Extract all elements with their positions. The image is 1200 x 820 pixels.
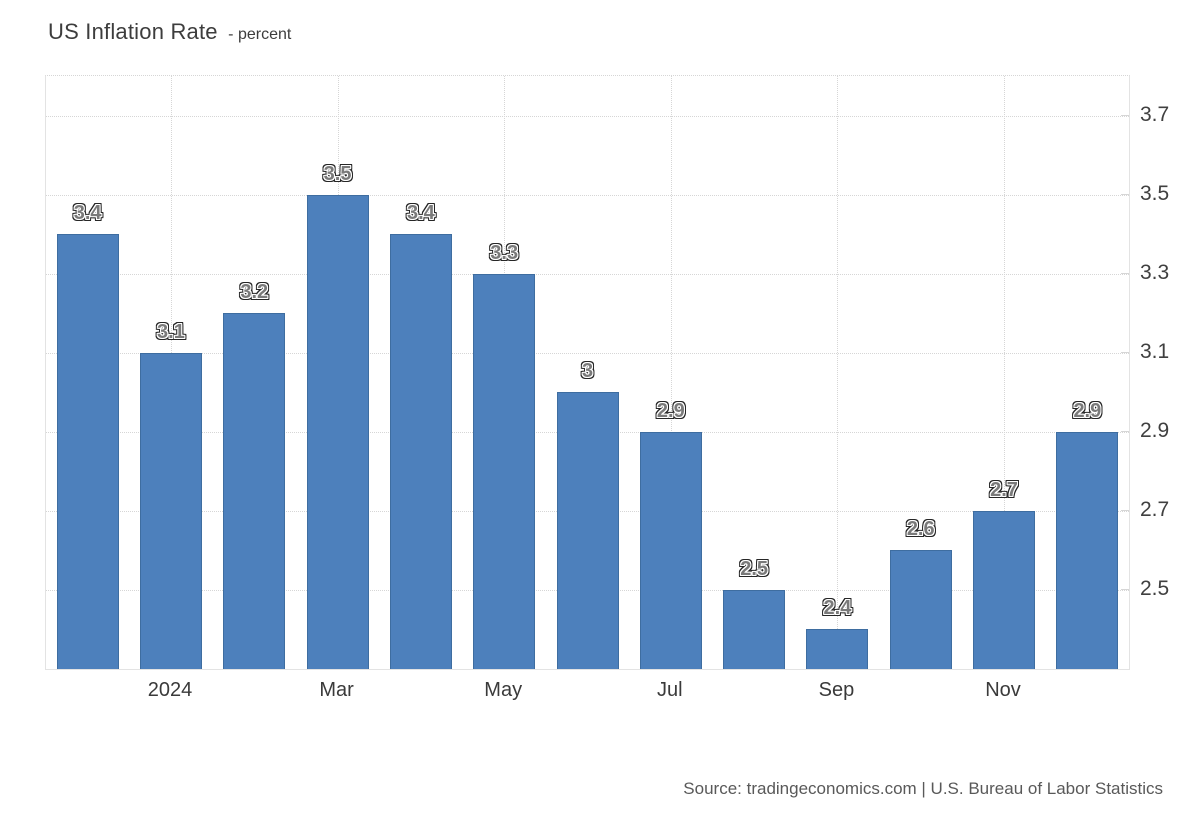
bar[interactable] xyxy=(639,431,702,669)
bar-value-label: 3.4 xyxy=(406,202,435,225)
x-axis-label: Jul xyxy=(657,679,683,701)
plot-area: 3.4 3.1 3.2 3.5 3.4 3.3 3 2.9 2.5 2.4 2.6 2.7 2.9 xyxy=(45,75,1130,670)
bar-value-label: 3.3 xyxy=(490,241,519,264)
y-axis-tick xyxy=(1121,351,1129,353)
y-axis-label: 3.5 xyxy=(1140,181,1170,205)
bar[interactable] xyxy=(723,589,786,669)
bar-value-label: 2.7 xyxy=(990,478,1018,501)
y-axis-tick xyxy=(1121,114,1129,116)
x-axis-label: May xyxy=(484,679,523,701)
y-gridline xyxy=(46,352,1129,354)
x-axis-label: Nov xyxy=(985,679,1021,701)
y-axis-tick xyxy=(1121,430,1129,432)
bar[interactable] xyxy=(389,234,452,669)
y-axis-label: 2.9 xyxy=(1140,418,1170,442)
y-axis-tick xyxy=(1121,193,1129,195)
y-axis-label: 3.3 xyxy=(1140,260,1170,284)
x-axis-label: Mar xyxy=(319,679,354,701)
bar-value-label: 2.6 xyxy=(906,518,935,541)
bar-value-label: 3.1 xyxy=(157,320,185,343)
bar[interactable] xyxy=(1056,431,1119,669)
bar-value-label: 3.5 xyxy=(323,162,352,185)
bar[interactable] xyxy=(889,550,952,669)
chart-title: US Inflation Rate xyxy=(48,19,218,44)
y-axis-tick xyxy=(1121,588,1129,590)
chart-header: US Inflation Rate - percent xyxy=(48,19,291,45)
bar[interactable] xyxy=(806,629,869,669)
x-axis-label: Sep xyxy=(818,679,855,701)
y-axis-tick xyxy=(1121,509,1129,511)
y-axis-label: 3.1 xyxy=(1140,339,1170,363)
x-gridline xyxy=(670,76,672,669)
bar[interactable] xyxy=(973,510,1036,669)
chart-unit-suffix: - percent xyxy=(228,26,292,43)
x-gridline xyxy=(1004,76,1006,669)
bar[interactable] xyxy=(56,234,119,669)
y-gridline xyxy=(46,194,1129,196)
y-axis-tick xyxy=(1121,272,1129,274)
bar-value-label: 2.9 xyxy=(1073,399,1102,422)
bar-value-label: 3 xyxy=(581,360,594,383)
bar[interactable] xyxy=(139,352,202,669)
bar[interactable] xyxy=(306,194,369,669)
source-attribution: Source: tradingeconomics.com | U.S. Bure… xyxy=(683,779,1163,798)
y-gridline xyxy=(46,115,1129,117)
y-gridline xyxy=(46,273,1129,275)
y-axis-label: 2.7 xyxy=(1140,497,1170,521)
bar[interactable] xyxy=(223,313,286,669)
bar-value-label: 3.2 xyxy=(240,281,269,304)
bar[interactable] xyxy=(473,273,536,669)
bar-value-label: 2.5 xyxy=(740,557,769,580)
y-axis-label: 2.5 xyxy=(1140,576,1170,600)
bar-value-label: 3.4 xyxy=(73,202,102,225)
bar-value-label: 2.9 xyxy=(656,399,685,422)
bar-value-label: 2.4 xyxy=(823,597,852,620)
y-axis-label: 3.7 xyxy=(1140,102,1170,126)
x-axis-label: 2024 xyxy=(147,679,193,701)
x-gridline xyxy=(837,76,839,669)
bar[interactable] xyxy=(556,392,619,669)
